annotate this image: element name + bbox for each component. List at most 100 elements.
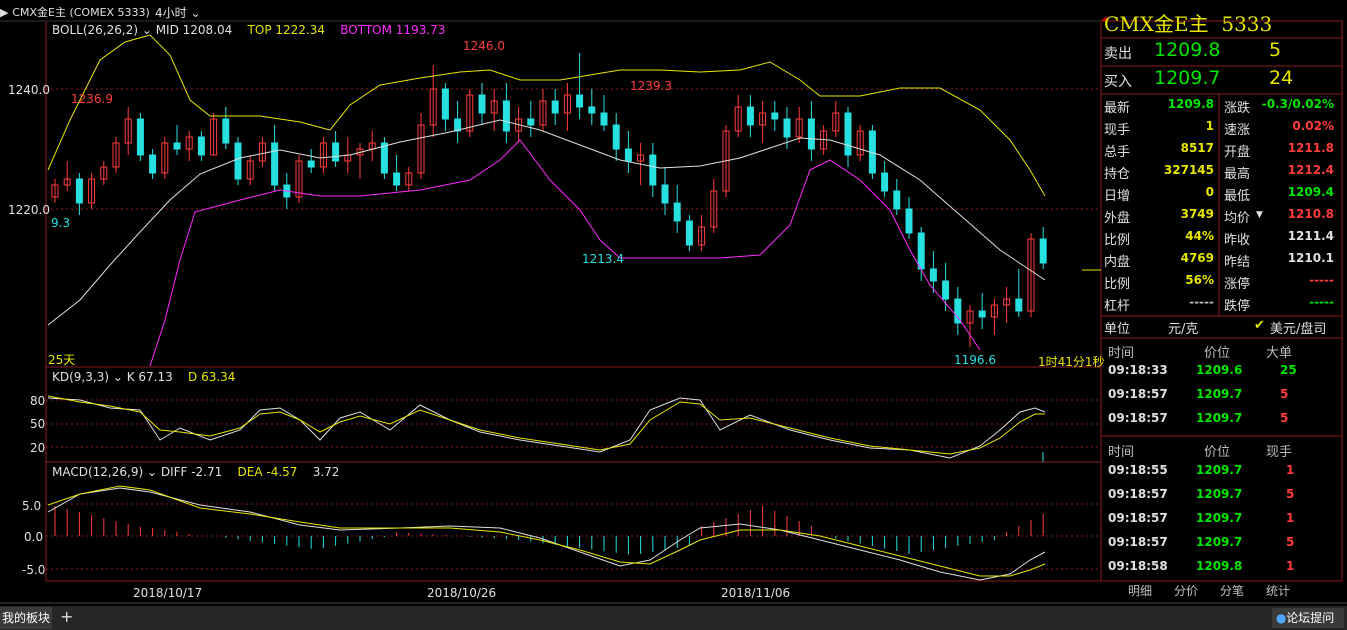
tab-stats[interactable]: 统计 xyxy=(1265,584,1290,598)
candle-body xyxy=(246,160,254,180)
date-label: 2018/10/26 xyxy=(427,586,497,600)
quote-value: 1209.8 xyxy=(1167,97,1214,111)
quote-label: 总手 xyxy=(1104,145,1131,160)
candle-body xyxy=(222,118,230,144)
quote-value: 0 xyxy=(1205,185,1214,199)
candle-body xyxy=(63,178,71,186)
tick-row: 09:18:57 1209.7 5 xyxy=(1108,535,1295,549)
quote-row: 内盘 4769 昨结 1210.1 xyxy=(1104,248,1340,271)
candle-body xyxy=(210,118,218,156)
bottom-bar xyxy=(0,606,1347,630)
candle-body xyxy=(258,142,266,162)
candle-body xyxy=(954,298,962,324)
chevron-down-icon: ⌄ xyxy=(186,6,201,20)
macd-value: 3.72 xyxy=(312,465,340,479)
quote-label: 跌停 xyxy=(1224,299,1251,314)
candle-body xyxy=(332,142,340,162)
candle-body xyxy=(624,148,632,162)
forum-button[interactable]: ●论坛提问 xyxy=(1272,608,1344,628)
quote-value: ----- xyxy=(1189,295,1214,309)
candle-body xyxy=(917,232,925,270)
quote-label: 最高 xyxy=(1224,167,1251,182)
quote-value: ----- xyxy=(1309,273,1334,287)
candle-body xyxy=(539,100,547,126)
quote-value: -0.3/0.02% xyxy=(1261,97,1334,111)
quote-value: 1210.1 xyxy=(1287,251,1334,265)
candle-body xyxy=(844,112,852,156)
quote-label: 比例 xyxy=(1104,233,1131,248)
chevron-down-icon: ⌄ xyxy=(138,23,156,37)
high-label: 1246.0 xyxy=(463,39,505,53)
candle-body xyxy=(112,142,120,168)
chart-frame xyxy=(45,20,1102,582)
candle-body xyxy=(502,100,510,132)
macd-diff-line xyxy=(47,487,1046,581)
candle-body xyxy=(942,280,950,300)
quote-label: 昨结 xyxy=(1224,255,1251,270)
quote-label: 速涨 xyxy=(1224,123,1251,138)
macd-name[interactable]: MACD(12,26,9) xyxy=(52,465,144,479)
candle-body xyxy=(185,136,193,150)
instrument-title[interactable]: ▶ CMX金E主 (COMEX 5333) xyxy=(0,6,150,19)
candle-body xyxy=(417,124,425,174)
quote-label: 涨跌 xyxy=(1224,101,1251,116)
candle-body xyxy=(1015,298,1023,312)
period-selector[interactable]: 4小时 ⌄ xyxy=(155,6,201,20)
board-tab[interactable]: 我的板块 xyxy=(0,607,52,629)
tick-row: 09:18:57 1209.7 1 xyxy=(1108,511,1295,525)
corner-marker xyxy=(1101,16,1107,21)
kd-legend: KD(9,3,3) ⌄ K 67.13 D 63.34 xyxy=(52,370,235,384)
candle-body xyxy=(563,94,571,114)
unit-cny[interactable]: 元/克 xyxy=(1168,322,1199,337)
quote-value: 1 xyxy=(1205,119,1214,133)
countdown-label: 1时41分1秒 xyxy=(1038,355,1105,369)
quote-value: 1211.8 xyxy=(1287,141,1334,155)
quote-value: 3749 xyxy=(1180,207,1214,221)
menu-icon[interactable]: ▶ xyxy=(0,6,9,19)
days-label: 25天 xyxy=(48,353,76,367)
chevron-down-icon: ⌄ xyxy=(109,370,127,384)
quote-row: 比例 44% 昨收 1211.4 xyxy=(1104,226,1340,249)
candle-body xyxy=(832,112,840,132)
candle-body xyxy=(393,172,401,186)
candle-body xyxy=(441,88,449,120)
candle-body xyxy=(1003,298,1011,306)
kd-name[interactable]: KD(9,3,3) xyxy=(52,370,110,384)
candle-body xyxy=(905,208,913,234)
boll-bottom: BOTTOM 1193.73 xyxy=(340,23,446,37)
quote-label: 昨收 xyxy=(1224,233,1251,248)
macd-diff: DIFF -2.71 xyxy=(160,465,223,479)
quote-value: 0.02% xyxy=(1292,119,1334,133)
quote-value: 8517 xyxy=(1180,141,1214,155)
candle-body xyxy=(759,112,767,126)
sell-row[interactable]: 卖出 1209.8 5 xyxy=(1104,39,1282,62)
quote-value: 1209.4 xyxy=(1287,185,1334,199)
candle-body xyxy=(466,94,474,132)
quote-row: 总手 8517 开盘 1211.8 xyxy=(1104,138,1340,161)
tab-price[interactable]: 分价 xyxy=(1173,584,1198,598)
candle-body xyxy=(698,226,706,246)
candle-body xyxy=(136,118,144,156)
quote-label: 开盘 xyxy=(1224,145,1251,160)
tab-trades[interactable]: 分笔 xyxy=(1219,584,1244,598)
high-label: 1239.3 xyxy=(630,79,672,93)
right-instrument-title: CMX金E主 5333 xyxy=(1104,12,1273,36)
price-tick: 1240.0 xyxy=(8,83,50,97)
quote-row: 杠杆 ----- 跌停 ----- xyxy=(1104,292,1340,315)
buy-row[interactable]: 买入 1209.7 24 xyxy=(1104,67,1294,90)
tab-detail[interactable]: 明细 xyxy=(1127,584,1152,598)
candle-body xyxy=(454,118,462,132)
big-ticks-header: 时间 价位 大单 xyxy=(1108,346,1293,361)
quote-value: 1210.8 xyxy=(1287,207,1334,221)
tick-row: 09:18:55 1209.7 1 xyxy=(1108,463,1295,477)
candle-body xyxy=(734,106,742,132)
unit-usd[interactable]: 美元/盘司 xyxy=(1270,322,1327,337)
candle-body xyxy=(685,220,693,246)
date-label: 2018/11/06 xyxy=(721,586,791,600)
candle-body xyxy=(649,154,657,186)
quote-value: ----- xyxy=(1309,295,1334,309)
boll-name[interactable]: BOLL(26,26,2) xyxy=(52,23,139,37)
add-tab-button[interactable]: + xyxy=(60,607,74,626)
quote-row: 外盘 3749 均价 ▼ 1210.8 xyxy=(1104,204,1340,227)
